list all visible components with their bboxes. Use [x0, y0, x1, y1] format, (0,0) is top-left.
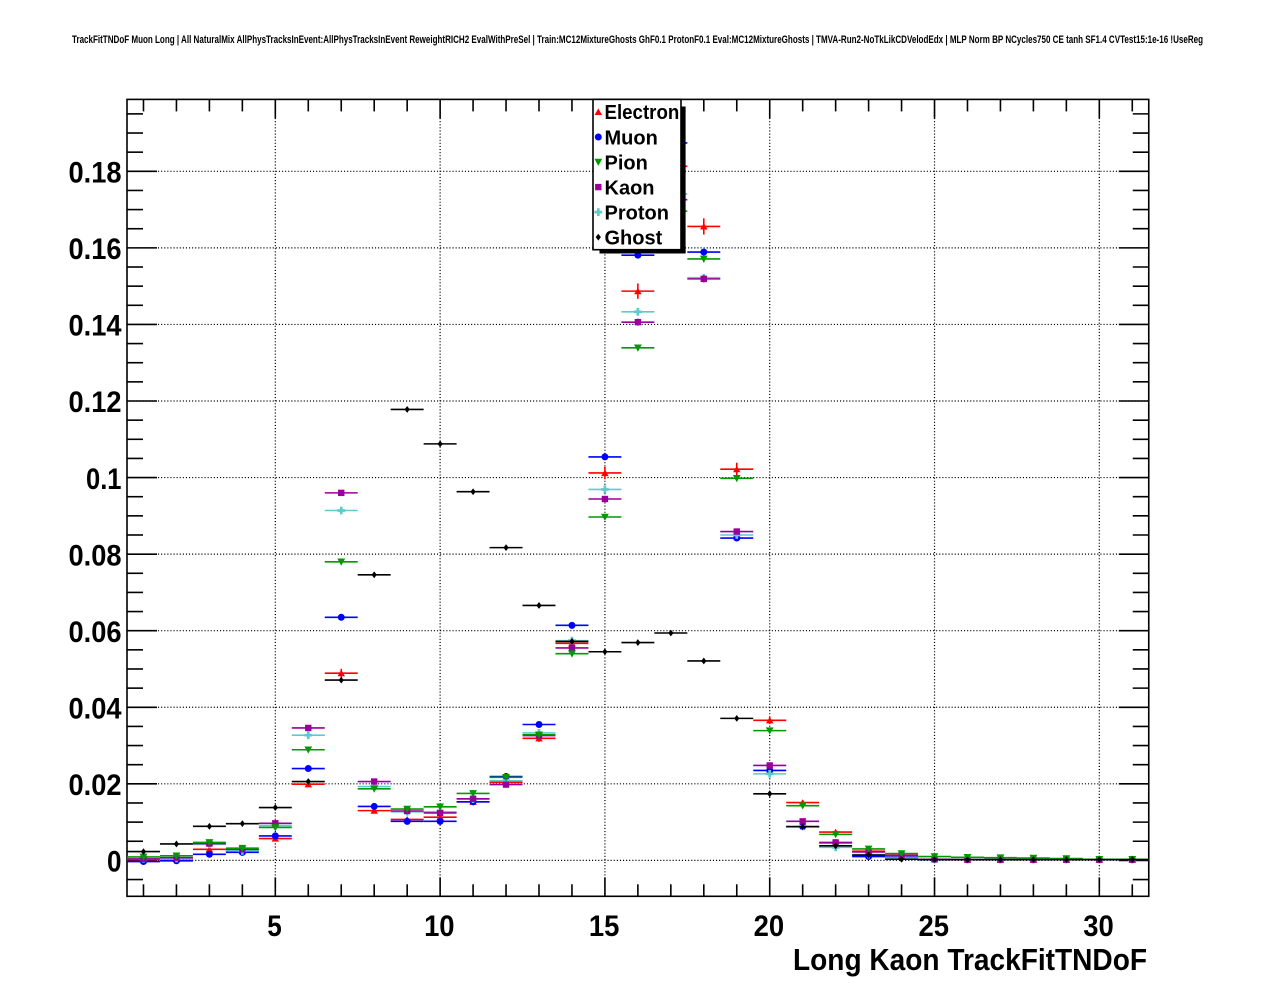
- svg-text:Electron: Electron: [605, 102, 680, 124]
- svg-text:10: 10: [424, 910, 455, 943]
- svg-text:0.12: 0.12: [69, 386, 122, 419]
- svg-text:Kaon: Kaon: [605, 177, 655, 199]
- svg-text:0.04: 0.04: [69, 692, 122, 725]
- svg-text:0.08: 0.08: [69, 539, 122, 572]
- svg-text:0.06: 0.06: [69, 616, 122, 649]
- svg-text:Ghost: Ghost: [605, 227, 663, 249]
- svg-text:15: 15: [589, 910, 620, 943]
- svg-text:0.02: 0.02: [69, 769, 122, 802]
- svg-text:TrackFitTNDoF Muon Long | All: TrackFitTNDoF Muon Long | All NaturalMix…: [72, 34, 1203, 46]
- svg-text:25: 25: [918, 910, 949, 943]
- svg-text:0.14: 0.14: [69, 310, 122, 343]
- svg-text:Pion: Pion: [605, 152, 648, 174]
- svg-text:0.16: 0.16: [69, 233, 122, 266]
- svg-text:Proton: Proton: [605, 202, 669, 224]
- svg-text:0.1: 0.1: [86, 463, 122, 496]
- svg-text:0: 0: [107, 846, 122, 879]
- svg-text:Long Kaon TrackFitTNDoF: Long Kaon TrackFitTNDoF: [793, 942, 1147, 977]
- svg-text:Muon: Muon: [605, 127, 658, 149]
- svg-text:0.18: 0.18: [69, 157, 122, 190]
- svg-text:20: 20: [754, 910, 785, 943]
- svg-text:5: 5: [267, 910, 282, 943]
- svg-text:30: 30: [1083, 910, 1114, 943]
